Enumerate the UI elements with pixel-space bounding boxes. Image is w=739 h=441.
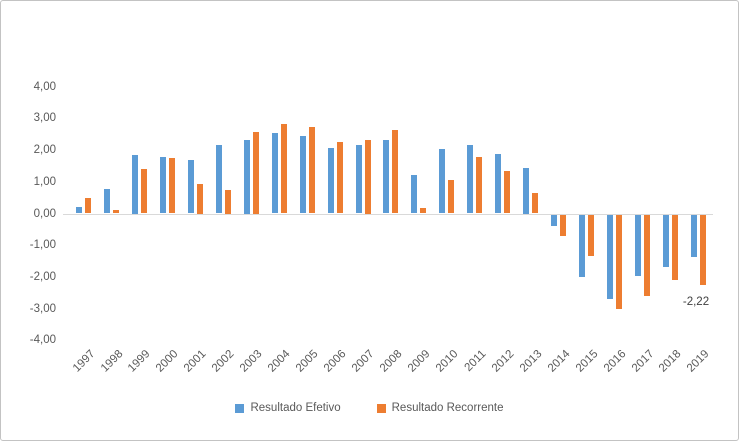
bar-recorrente-1998[interactable] <box>113 210 119 214</box>
bar-efetivo-2013[interactable] <box>523 167 530 214</box>
y-axis-tick-label: 2,00 <box>33 144 56 157</box>
bar-efetivo-2015[interactable] <box>579 214 586 277</box>
bar-recorrente-2009[interactable] <box>420 208 427 214</box>
bar-efetivo-2004[interactable] <box>271 132 278 214</box>
bar-recorrente-2000[interactable] <box>168 158 175 214</box>
bar-efetivo-1998[interactable] <box>104 189 110 214</box>
bar-efetivo-2012[interactable] <box>495 154 502 214</box>
bar-efetivo-2010[interactable] <box>439 148 446 214</box>
bar-efetivo-2014[interactable] <box>551 214 558 226</box>
bar-recorrente-2008[interactable] <box>392 130 399 214</box>
bar-recorrente-2017[interactable] <box>644 214 650 296</box>
bar-recorrente-2010[interactable] <box>448 180 455 214</box>
bar-efetivo-2003[interactable] <box>243 140 250 214</box>
legend-swatch-recorrente-icon <box>376 403 386 413</box>
bar-efetivo-2011[interactable] <box>467 144 474 214</box>
bar-recorrente-2019[interactable] <box>699 214 706 285</box>
bar-efetivo-1997[interactable] <box>76 207 82 214</box>
bar-efetivo-1999[interactable] <box>131 154 138 214</box>
bar-efetivo-2007[interactable] <box>355 145 362 214</box>
y-axis-tick-label: -4,00 <box>29 334 56 347</box>
bar-recorrente-2006[interactable] <box>336 141 343 214</box>
bar-efetivo-2001[interactable] <box>187 160 194 214</box>
bar-efetivo-2005[interactable] <box>299 136 306 214</box>
y-axis-tick-label: 0,00 <box>33 207 56 220</box>
bar-efetivo-2000[interactable] <box>159 157 166 214</box>
x-axis-line <box>63 214 713 215</box>
data-label-2019-recorrente: -2,22 <box>682 296 710 308</box>
bar-recorrente-2004[interactable] <box>280 124 287 214</box>
y-axis-tick-label: 3,00 <box>33 112 56 125</box>
bar-recorrente-2002[interactable] <box>224 190 231 214</box>
bar-recorrente-2014[interactable] <box>560 214 567 236</box>
bar-recorrente-2003[interactable] <box>252 132 259 214</box>
y-axis-tick-label: -2,00 <box>29 270 56 283</box>
legend-label-resultado-efetivo: Resultado Efetivo <box>250 402 341 414</box>
bar-recorrente-1999[interactable] <box>140 169 147 214</box>
bar-recorrente-2018[interactable] <box>671 214 678 281</box>
bar-efetivo-2009[interactable] <box>411 175 418 214</box>
bar-efetivo-2016[interactable] <box>607 214 613 299</box>
legend: Resultado Efetivo Resultado Recorrente <box>1 402 738 414</box>
bar-efetivo-2017[interactable] <box>635 214 641 277</box>
legend-item-resultado-recorrente[interactable]: Resultado Recorrente <box>376 402 504 414</box>
bar-recorrente-2016[interactable] <box>616 214 622 309</box>
bar-recorrente-2007[interactable] <box>364 140 371 214</box>
bar-efetivo-2006[interactable] <box>327 148 334 214</box>
bar-efetivo-2018[interactable] <box>662 214 669 268</box>
bar-efetivo-2002[interactable] <box>215 145 222 214</box>
bar-recorrente-2011[interactable] <box>476 157 483 214</box>
bar-recorrente-2012[interactable] <box>504 170 511 214</box>
legend-label-resultado-recorrente: Resultado Recorrente <box>391 402 504 414</box>
legend-item-resultado-efetivo[interactable]: Resultado Efetivo <box>235 402 341 414</box>
bar-recorrente-2001[interactable] <box>196 184 203 214</box>
bar-recorrente-2005[interactable] <box>308 126 315 214</box>
legend-swatch-efetivo-icon <box>235 403 245 413</box>
bar-recorrente-2013[interactable] <box>532 192 539 214</box>
y-axis-tick-label: 4,00 <box>33 80 56 93</box>
bar-efetivo-2008[interactable] <box>383 139 390 214</box>
y-axis-tick-label: 1,00 <box>33 175 56 188</box>
bar-recorrente-1997[interactable] <box>85 198 91 214</box>
bar-recorrente-2015[interactable] <box>588 214 595 257</box>
y-axis-tick-label: -1,00 <box>29 239 56 252</box>
y-axis-tick-label: -3,00 <box>29 302 56 315</box>
bar-efetivo-2019[interactable] <box>690 214 697 257</box>
